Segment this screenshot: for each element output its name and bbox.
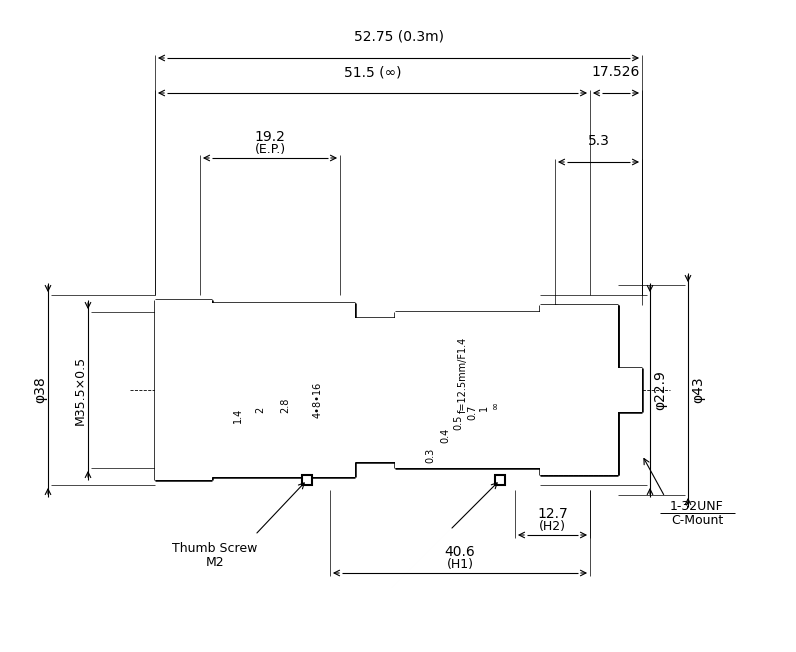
Text: 1-32UNF: 1-32UNF xyxy=(670,501,724,514)
Bar xyxy=(495,475,505,485)
Text: 0.7: 0.7 xyxy=(467,404,477,420)
Text: 12.7: 12.7 xyxy=(537,507,568,521)
Text: φ38: φ38 xyxy=(33,377,47,404)
Text: Thumb Screw: Thumb Screw xyxy=(172,542,258,554)
Text: 40.6: 40.6 xyxy=(445,545,475,559)
Bar xyxy=(212,303,355,477)
Text: 17.526: 17.526 xyxy=(591,65,640,79)
Text: f=12.5mm/F1.4: f=12.5mm/F1.4 xyxy=(458,337,468,413)
Text: (E.P.): (E.P.) xyxy=(255,143,286,156)
Text: 51.5 (∞): 51.5 (∞) xyxy=(344,65,401,79)
Text: C-Mount: C-Mount xyxy=(671,514,723,527)
Text: (H1): (H1) xyxy=(447,558,474,571)
Bar xyxy=(395,312,540,468)
Text: ∞: ∞ xyxy=(490,401,500,409)
Text: 1.4: 1.4 xyxy=(233,408,243,422)
Text: 19.2: 19.2 xyxy=(255,130,286,144)
Text: 4•8•16: 4•8•16 xyxy=(313,382,323,418)
Text: 52.75 (0.3m): 52.75 (0.3m) xyxy=(353,30,443,44)
Text: M35.5×0.5: M35.5×0.5 xyxy=(73,355,87,424)
Text: 1: 1 xyxy=(479,405,489,411)
Text: (H2): (H2) xyxy=(539,520,566,533)
Bar xyxy=(540,305,618,475)
Text: 0.4: 0.4 xyxy=(440,427,450,443)
Text: φ22.9: φ22.9 xyxy=(653,370,667,410)
Text: 0.3: 0.3 xyxy=(425,447,435,463)
Text: M2: M2 xyxy=(205,556,224,569)
Text: 0.5: 0.5 xyxy=(453,414,463,430)
Text: 2: 2 xyxy=(255,407,265,413)
Bar xyxy=(618,368,642,412)
Text: 2.8: 2.8 xyxy=(280,397,290,413)
Bar xyxy=(302,475,312,485)
Bar xyxy=(155,300,212,480)
Bar xyxy=(355,318,395,462)
Text: φ43: φ43 xyxy=(691,377,705,404)
Text: 5.3: 5.3 xyxy=(587,134,610,148)
